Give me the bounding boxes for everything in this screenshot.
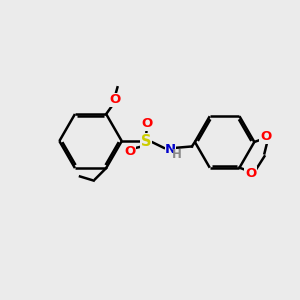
Text: N: N	[165, 143, 176, 156]
Text: O: O	[260, 130, 271, 143]
Text: S: S	[141, 134, 152, 148]
Text: O: O	[110, 93, 121, 106]
Text: O: O	[245, 167, 256, 180]
Text: H: H	[172, 148, 182, 161]
Text: O: O	[124, 145, 135, 158]
Text: O: O	[141, 117, 152, 130]
